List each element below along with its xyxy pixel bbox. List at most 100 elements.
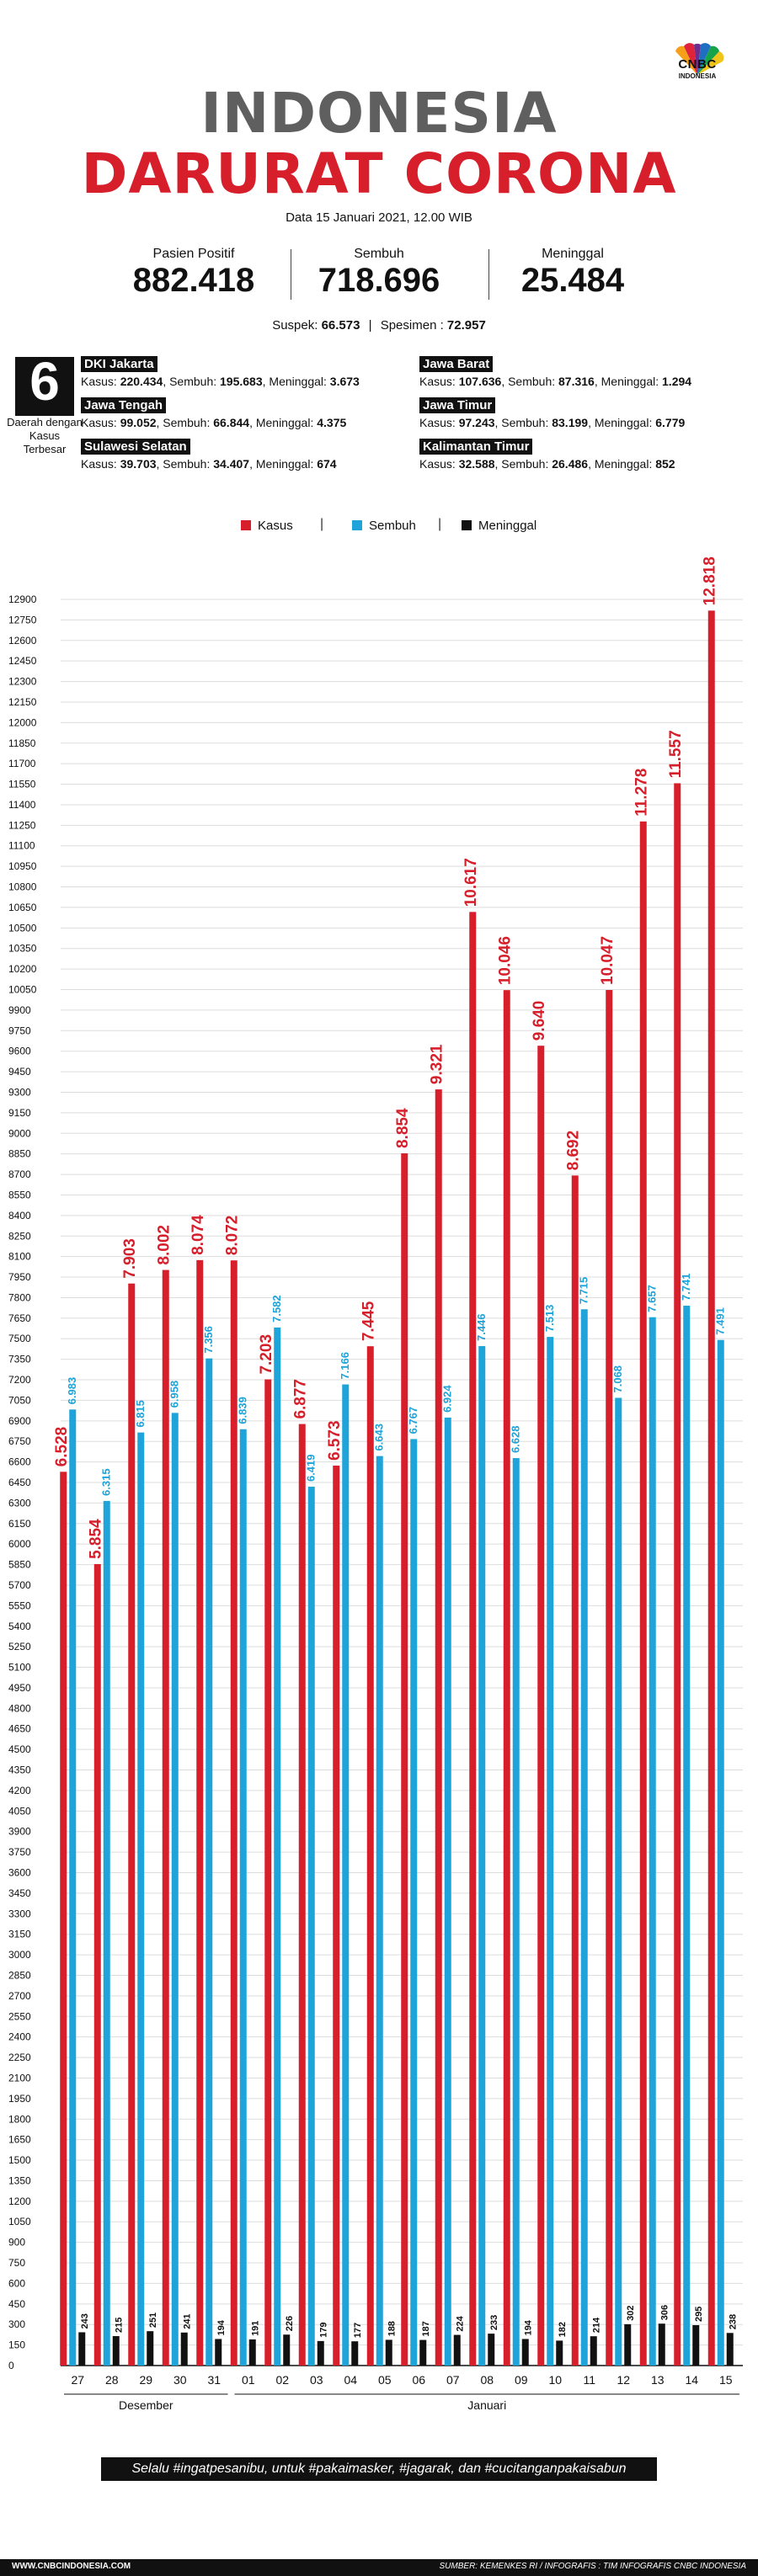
date-text: Data 15 Januari 2021, 12.00 WIB (286, 210, 472, 225)
legend-swatch (352, 520, 362, 530)
region-item: Jawa Timur Kasus: 97.243, Sembuh: 83.199,… (419, 397, 739, 429)
y-tick-label: 11100 (8, 840, 35, 852)
bar-sembuh (307, 1487, 315, 2366)
y-tick-label: 600 (8, 2277, 25, 2289)
bar-sembuh (615, 1397, 622, 2366)
data-label-meninggal: 226 (285, 2316, 295, 2331)
bar-kasus (571, 1175, 579, 2366)
data-label-sembuh: 7.356 (202, 1326, 215, 1354)
y-tick-label: 7500 (8, 1333, 31, 1344)
bar-meninggal (78, 2332, 86, 2366)
region-name: Jawa Timur (419, 397, 496, 413)
bar-kasus (264, 1379, 272, 2366)
title-line-2: DARURAT CORONA (81, 141, 677, 206)
y-tick-label: 4350 (8, 1764, 31, 1776)
bar-kasus (230, 1260, 238, 2366)
stat-label: Pasien Positif (152, 247, 235, 261)
group-label: Desember (119, 2398, 173, 2412)
data-label-kasus: 8.854 (394, 1108, 412, 1148)
y-tick-label: 7350 (8, 1354, 31, 1365)
bar-kasus (93, 1563, 101, 2366)
y-tick-label: 7200 (8, 1374, 31, 1386)
region-name: Sulawesi Selatan (81, 439, 190, 455)
y-tick-label: 6750 (8, 1435, 31, 1447)
y-tick-label: 9000 (8, 1127, 31, 1139)
bar-sembuh (171, 1413, 179, 2366)
y-tick-label: 6300 (8, 1497, 31, 1509)
region-item: Kalimantan Timur Kasus: 32.588, Sembuh: 2… (419, 439, 739, 471)
y-tick-label: 0 (8, 2360, 14, 2371)
bar-meninggal (419, 2339, 427, 2366)
sembuh-label: , Sembuh: (501, 375, 559, 388)
x-tick-label: 13 (651, 2373, 665, 2387)
meninggal-label: , Meninggal: (594, 375, 663, 388)
data-label-kasus: 8.074 (190, 1215, 207, 1255)
bar-sembuh (478, 1346, 486, 2366)
y-tick-label: 10800 (8, 881, 37, 893)
y-tick-label: 2550 (8, 2010, 31, 2022)
y-tick-label: 2400 (8, 2031, 31, 2043)
y-tick-label: 4800 (8, 1702, 31, 1714)
y-tick-label: 10500 (8, 922, 37, 934)
data-label-sembuh: 7.741 (680, 1273, 692, 1301)
bar-kasus (469, 912, 477, 2366)
x-tick-label: 07 (446, 2373, 460, 2387)
kasus-value: 97.243 (458, 416, 495, 429)
y-tick-label: 6600 (8, 1456, 31, 1468)
bar-sembuh (206, 1358, 213, 2366)
y-tick-label: 3000 (8, 1949, 31, 1961)
x-tick-label: 08 (480, 2373, 494, 2387)
y-tick-label: 10350 (8, 943, 37, 955)
data-label-meninggal: 251 (148, 2313, 158, 2328)
data-label-sembuh: 6.315 (100, 1468, 113, 1496)
data-label-kasus: 8.002 (156, 1225, 173, 1265)
x-tick-label: 09 (515, 2373, 528, 2387)
data-label-sembuh: 7.491 (714, 1307, 727, 1335)
data-label-sembuh: 6.958 (168, 1381, 181, 1408)
suspek-label: Suspek: (272, 318, 322, 333)
y-tick-label: 450 (8, 2298, 25, 2310)
x-tick-label: 02 (275, 2373, 289, 2387)
bar-kasus (606, 989, 613, 2366)
y-tick-label: 150 (8, 2339, 25, 2351)
meninggal-value: 1.294 (662, 375, 692, 388)
y-tick-label: 12300 (8, 676, 37, 688)
region-stats: Kasus: 107.636, Sembuh: 87.316, Meningga… (419, 375, 739, 388)
y-tick-label: 4650 (8, 1723, 31, 1735)
bar-sembuh (376, 1456, 383, 2366)
legend-separator: | (438, 517, 442, 531)
y-tick-label: 5100 (8, 1662, 31, 1674)
sembuh-label: , Sembuh: (494, 416, 552, 429)
bar-kasus (298, 1424, 306, 2366)
y-tick-label: 300 (8, 2318, 25, 2330)
stat-sembuh: Sembuh 718.696 (278, 247, 480, 299)
y-tick-label: 3450 (8, 1887, 31, 1899)
data-label-sembuh: 7.166 (339, 1352, 351, 1380)
data-label-sembuh: 6.643 (373, 1424, 386, 1451)
meninggal-label: , Meninggal: (249, 457, 318, 471)
bar-sembuh (69, 1409, 77, 2366)
y-tick-label: 9300 (8, 1086, 31, 1098)
region-stats: Kasus: 97.243, Sembuh: 83.199, Meninggal… (419, 416, 739, 429)
y-tick-label: 8100 (8, 1251, 31, 1263)
kasus-value: 32.588 (458, 457, 495, 471)
y-tick-label: 3150 (8, 1929, 31, 1940)
bar-meninggal (521, 2339, 529, 2366)
bar-meninggal (180, 2332, 188, 2366)
sembuh-value: 83.199 (552, 416, 589, 429)
stat-label: Sembuh (354, 247, 404, 261)
bar-sembuh (547, 1337, 554, 2366)
spesimen-label: Spesimen : (380, 318, 447, 333)
data-label-meninggal: 241 (183, 2313, 193, 2329)
suspek-separator: | (368, 318, 372, 333)
bar-meninggal (351, 2341, 359, 2366)
y-tick-label: 8250 (8, 1230, 31, 1242)
region-name: Jawa Barat (419, 356, 494, 372)
data-label-meninggal: 238 (729, 2314, 739, 2329)
stat-label: Meninggal (542, 247, 604, 261)
kasus-label: Kasus: (419, 375, 459, 388)
x-tick-label: 31 (207, 2373, 221, 2387)
y-tick-label: 6450 (8, 1477, 31, 1488)
region-name: Kalimantan Timur (419, 439, 533, 455)
group-label: Januari (467, 2398, 506, 2412)
